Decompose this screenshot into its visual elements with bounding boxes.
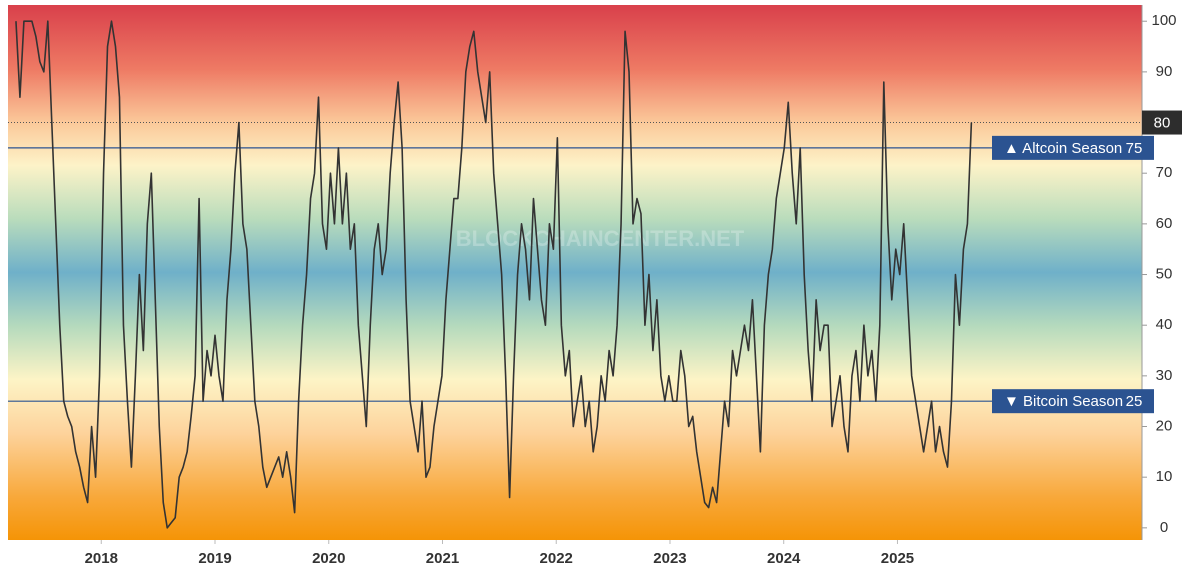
reference-value: 25 (1126, 393, 1143, 410)
x-tick-label: 2019 (198, 550, 231, 567)
y-tick-label: 30 (1156, 367, 1173, 384)
x-tick-label: 2025 (881, 550, 914, 567)
watermark: BLOCKCHAINCENTER.NET (456, 226, 745, 251)
x-tick-label: 2024 (767, 550, 801, 567)
y-tick-label: 0 (1160, 519, 1168, 536)
y-tick-label: 100 (1151, 12, 1176, 29)
plot-background (8, 5, 1142, 540)
y-tick-label: 20 (1156, 417, 1173, 434)
y-tick-label: 10 (1156, 468, 1173, 485)
reference-label: ▼ Bitcoin Season (1004, 393, 1123, 410)
y-tick-label: 70 (1156, 164, 1173, 181)
x-tick-label: 2022 (540, 550, 573, 567)
y-tick-label: 50 (1156, 265, 1173, 282)
x-tick-label: 2018 (85, 550, 118, 567)
reference-label: ▲ Altcoin Season (1004, 140, 1122, 157)
y-tick-label: 90 (1156, 63, 1173, 80)
current-value-box (1142, 110, 1182, 135)
y-tick-label: 40 (1156, 316, 1173, 333)
reference-label-box (992, 389, 1154, 414)
reference-label-box (992, 135, 1154, 160)
x-tick-label: 2021 (426, 550, 459, 567)
index-line (15, 20, 973, 529)
y-tick-label: 60 (1156, 215, 1173, 232)
x-tick-label: 2023 (653, 550, 686, 567)
current-value-label: 80 (1154, 115, 1171, 132)
x-tick-label: 2020 (312, 550, 345, 567)
reference-value: 75 (1126, 140, 1143, 157)
